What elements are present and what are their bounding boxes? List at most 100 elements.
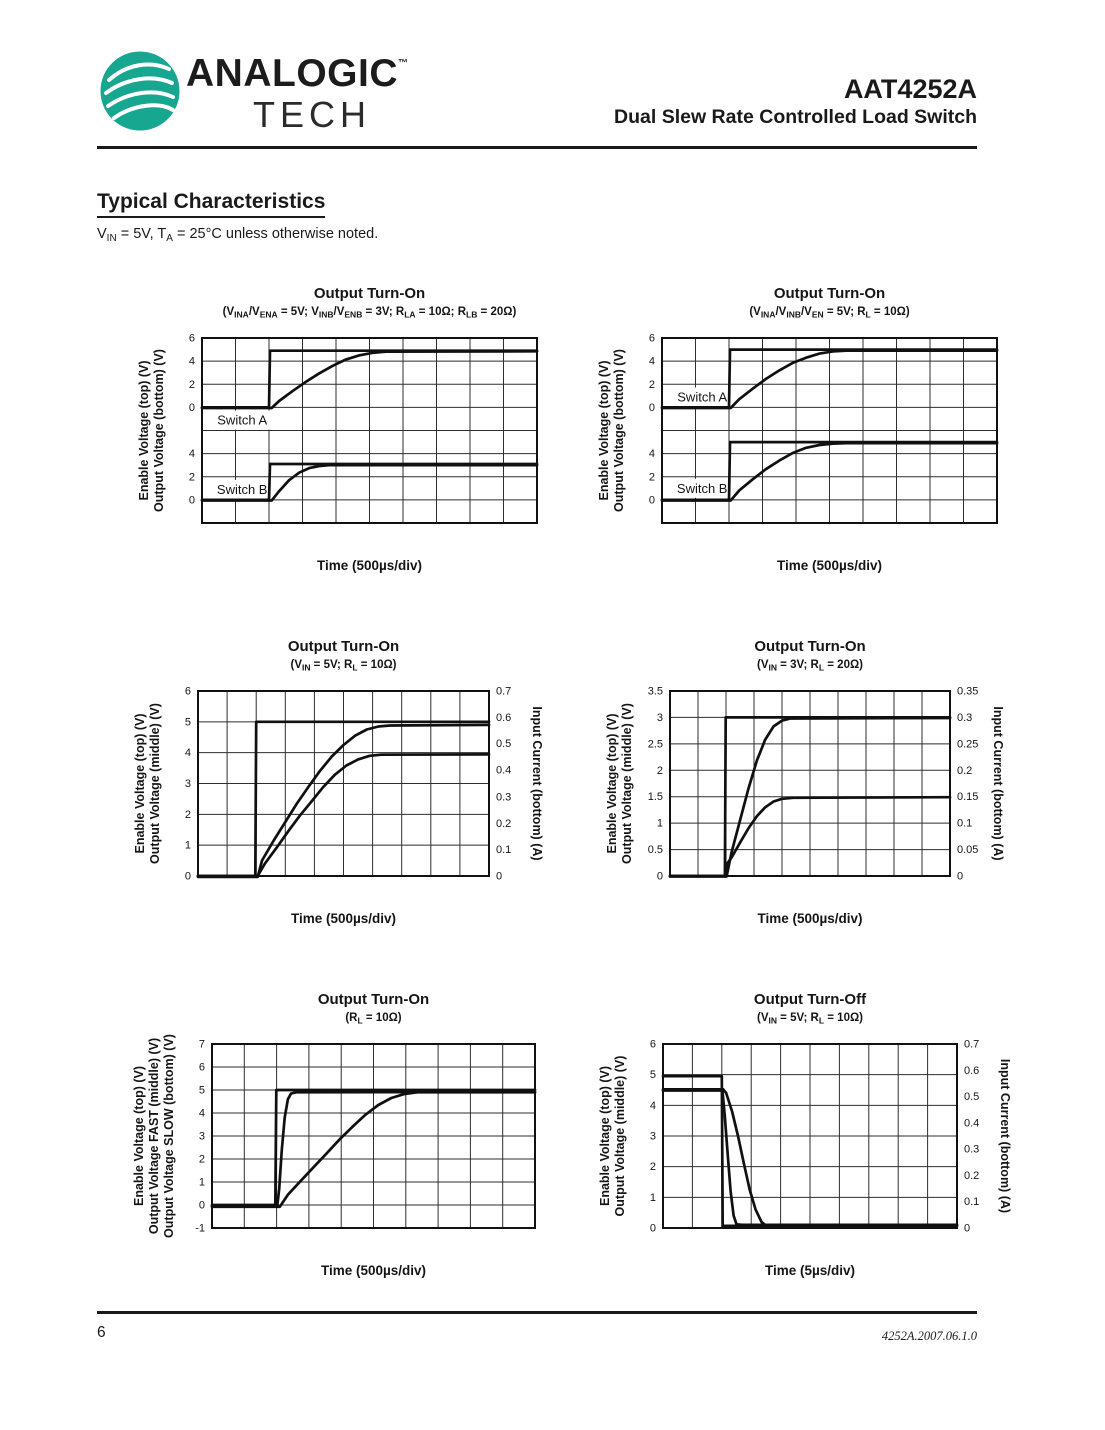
- chart-output-turn-on-5v-10ohm: Output Turn-On (VIN = 5V; RL = 10Ω) 6 5 4 3 2 1…: [128, 626, 588, 938]
- part-number: AAT4252A: [843, 74, 977, 104]
- annotation-backdrop: [668, 478, 737, 498]
- chart-canvas: Output Turn-On (VIN = 3V; RL = 20Ω) 3.5 3 2.…: [605, 638, 1005, 926]
- plot-border: [201, 337, 538, 524]
- chart-canvas: Output Turn-On (RL = 10Ω) 7 6 5 4 3 2 1 0 -1 Enable…: [132, 991, 537, 1278]
- footer-rule: [97, 1311, 977, 1314]
- plot-border: [669, 690, 951, 877]
- grid-lines: [211, 1043, 536, 1229]
- annotation-backdrop: [668, 387, 737, 407]
- chart-canvas: Output Turn-Off (VIN = 5V; RL = 10Ω) 6 5 4 3 2…: [598, 991, 1012, 1278]
- y-axis-label-right: Input Current (bottom) (A): [991, 706, 1005, 860]
- grid-lines: [197, 690, 490, 877]
- chart-output-turn-on-both-5v: Output Turn-On (VINA/VINB/VEN = 5V; RL = …: [588, 276, 1048, 588]
- y-axis-label-left: Output Voltage (bottom) (V): [612, 349, 626, 512]
- chart-conditions: (RL = 10Ω): [345, 1012, 401, 1026]
- note-text: = 5V, T: [116, 226, 167, 242]
- chart-title: Output Turn-On: [774, 285, 885, 302]
- annotation-label: Switch A: [217, 413, 267, 428]
- right-axis-tick: 0.4: [964, 1117, 979, 1129]
- subscript-text: IN: [106, 233, 117, 244]
- chart-canvas: Output Turn-On (VINA/VENA = 5V; VINB/VENB…: [137, 285, 539, 573]
- left-axis-tick: 1.5: [648, 791, 663, 803]
- left-axis-tick: 2: [185, 809, 191, 821]
- plot-border: [662, 1043, 958, 1229]
- left-axis-tick: 1: [650, 1192, 656, 1204]
- left-axis-tick: 0: [649, 494, 655, 506]
- section-title: Typical Characteristics: [97, 190, 326, 218]
- y-axis-label-left: Output Voltage (bottom) (V): [152, 349, 166, 512]
- chart-output-turn-on-fast-slow: Output Turn-On (RL = 10Ω) 7 6 5 4 3 2 1 0 -1 Enable…: [128, 976, 588, 1288]
- note-text: = 25°C unless otherwise noted.: [172, 226, 379, 242]
- right-axis-tick: 0.1: [957, 818, 972, 830]
- series-switch-a-output-voltage: [200, 349, 539, 410]
- page-number: 6: [97, 1324, 106, 1341]
- left-axis-tick: 0: [185, 871, 191, 883]
- y-axis-label-left: Output Voltage (middle) (V): [148, 703, 162, 864]
- left-axis-tick: 5: [650, 1069, 656, 1081]
- left-axis-tick: 4: [199, 1108, 205, 1120]
- right-axis-tick: 0: [957, 871, 963, 883]
- left-axis-tick: 4: [649, 356, 655, 368]
- chart-conditions: (VIN = 3V; RL = 20Ω): [757, 659, 863, 673]
- x-axis-label: Time (5µs/div): [765, 1263, 855, 1278]
- left-axis-tick: 0: [657, 871, 663, 883]
- right-axis-tick: 0.3: [496, 791, 511, 803]
- right-axis-tick: 0.3: [964, 1144, 979, 1156]
- brand-wordmark-tech: TECH: [253, 94, 371, 135]
- right-axis-tick: 0: [964, 1223, 970, 1235]
- chart-conditions: (VIN = 5V; RL = 10Ω): [290, 659, 396, 673]
- left-axis-tick: 5: [199, 1085, 205, 1097]
- chart-output-turn-on-3v-20ohm: Output Turn-On (VIN = 3V; RL = 20Ω) 3.5 3 2.…: [588, 626, 1048, 938]
- right-axis-tick: 0.2: [964, 1170, 979, 1182]
- right-axis-tick: 0.1: [496, 844, 511, 856]
- left-axis-tick: 3.5: [648, 686, 663, 698]
- annotation-label: Switch A: [677, 389, 727, 404]
- y-axis-label-left: Enable Voltage (top) (V): [605, 713, 619, 853]
- left-axis-tick: 2: [649, 379, 655, 391]
- plot-border: [197, 690, 490, 877]
- subscript-text: A: [166, 233, 173, 244]
- left-axis-tick: -1: [195, 1223, 205, 1235]
- document-revision-code: 4252A.2007.06.1.0: [881, 1329, 977, 1343]
- chart-title: Output Turn-On: [288, 638, 399, 655]
- right-axis-tick: 0.5: [496, 738, 511, 750]
- test-conditions-note: VIN = 5V, TA = 25°C unless otherwise not…: [97, 226, 379, 244]
- right-axis-tick: 0.7: [496, 686, 511, 698]
- x-axis-label: Time (500µs/div): [291, 911, 396, 926]
- left-axis-tick: 4: [650, 1100, 656, 1112]
- right-axis-tick: 0.3: [957, 712, 972, 724]
- x-axis-label: Time (500µs/div): [317, 558, 422, 573]
- left-axis-tick: 0: [199, 1200, 205, 1212]
- chart-title: Output Turn-Off: [754, 991, 867, 1008]
- y-axis-label-left: Enable Voltage (top) (V): [133, 713, 147, 853]
- x-axis-label: Time (500µs/div): [757, 911, 862, 926]
- title-block: AAT4252A Dual Slew Rate Controlled Load …: [614, 74, 977, 130]
- right-axis-tick: 0.15: [957, 791, 978, 803]
- right-axis-tick: 0.2: [957, 765, 972, 777]
- left-axis-tick: 6: [650, 1039, 656, 1051]
- left-axis-tick: 2: [199, 1154, 205, 1166]
- chart-title: Output Turn-On: [754, 638, 865, 655]
- left-axis-tick: 1: [199, 1177, 205, 1189]
- right-axis-tick: 0.7: [964, 1039, 979, 1051]
- chart-canvas: Output Turn-On (VIN = 5V; RL = 10Ω) 6 5 4 3 2 1…: [133, 638, 544, 926]
- left-axis-tick: 2: [650, 1161, 656, 1173]
- left-axis-tick: 6: [185, 686, 191, 698]
- right-axis-tick: 0.1: [964, 1196, 979, 1208]
- right-axis-tick: 0.35: [957, 686, 978, 698]
- y-axis-label-left: Enable Voltage (top) (V): [137, 360, 151, 500]
- left-axis-tick: 0: [189, 402, 195, 414]
- left-axis-tick: 2.5: [648, 738, 663, 750]
- y-axis-label-left: Enable Voltage (top) (V): [598, 1066, 612, 1206]
- left-axis-tick: 3: [199, 1131, 205, 1143]
- chart-conditions: (VINA/VENA = 5V; VINB/VENB = 3V; RLA = 1…: [223, 306, 517, 320]
- series-output-voltage: [196, 723, 491, 879]
- document-title: Dual Slew Rate Controlled Load Switch: [614, 106, 977, 128]
- chart-canvas: Output Turn-On (VINA/VINB/VEN = 5V; RL = …: [597, 285, 999, 573]
- chart-conditions: (VIN = 5V; RL = 10Ω): [757, 1012, 863, 1026]
- left-axis-tick: 3: [185, 778, 191, 790]
- left-axis-tick: 0: [189, 494, 195, 506]
- right-axis-tick: 0.6: [964, 1065, 979, 1077]
- y-axis-label-right: Input Current (bottom) (A): [998, 1059, 1012, 1213]
